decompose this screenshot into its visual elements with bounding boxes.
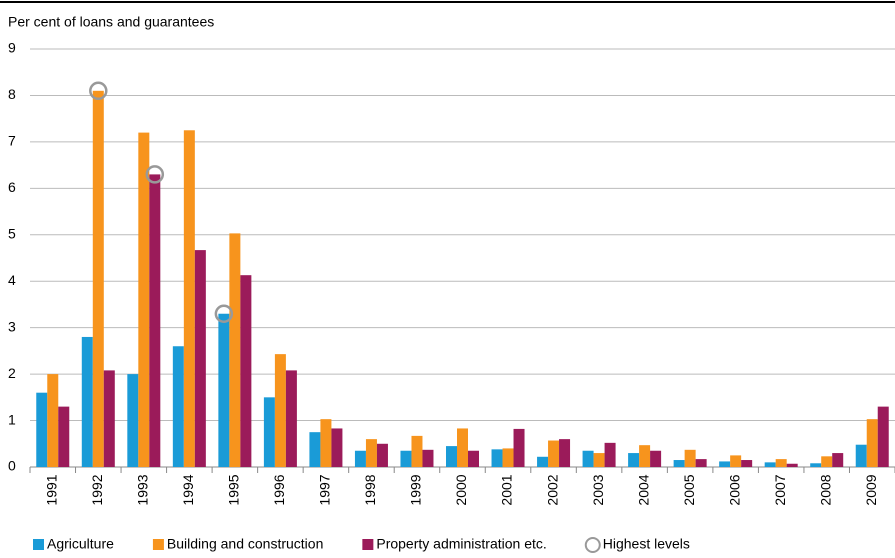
- x-tick-label: 2009: [863, 474, 879, 505]
- bar: [695, 459, 707, 467]
- x-tick-label: 2006: [726, 474, 742, 505]
- bar: [764, 462, 776, 467]
- x-tick-label: 2003: [590, 474, 606, 505]
- x-tick-label: 1999: [408, 474, 424, 505]
- y-tick-label: 8: [8, 86, 16, 102]
- y-tick-label: 9: [8, 40, 16, 56]
- bar: [810, 463, 822, 467]
- highlight-marker: [89, 81, 108, 101]
- chart-title: Per cent of loans and guarantees: [8, 14, 214, 30]
- legend-label: Highest levels: [603, 536, 690, 552]
- bar: [103, 370, 115, 467]
- bar: [741, 460, 753, 467]
- bar: [650, 450, 662, 467]
- bar: [684, 449, 696, 467]
- bar: [58, 406, 70, 467]
- bar: [263, 397, 275, 467]
- x-tick-label: 1995: [226, 474, 242, 505]
- x-tick-label: 1991: [43, 474, 59, 505]
- bar: [628, 453, 640, 467]
- bar: [775, 459, 787, 467]
- bar: [411, 435, 423, 467]
- bar: [786, 463, 798, 467]
- bar: [559, 439, 571, 467]
- bar: [229, 233, 241, 467]
- x-tick-label: 1996: [271, 474, 287, 505]
- bar: [673, 460, 685, 467]
- bar: [320, 419, 332, 467]
- x-tick-label: 2000: [453, 474, 469, 505]
- bar: [855, 444, 867, 467]
- bar: [92, 90, 104, 468]
- legend-label: Building and construction: [167, 536, 323, 552]
- bar: [604, 442, 616, 467]
- bar: [832, 453, 844, 467]
- bar: [218, 313, 230, 467]
- highlight-marker: [214, 304, 234, 323]
- bar: [81, 336, 93, 467]
- y-tick-label: 5: [8, 225, 16, 241]
- y-tick-label: 4: [8, 272, 16, 288]
- bar: [149, 174, 161, 467]
- bar: [36, 392, 48, 467]
- bar: [183, 130, 195, 467]
- bar: [446, 446, 457, 467]
- x-tick-label: 2007: [772, 474, 788, 505]
- x-tick-label: 1997: [317, 474, 333, 505]
- x-tick-label: 1993: [135, 474, 151, 505]
- y-tick-label: 6: [8, 179, 16, 195]
- x-tick-label: 2002: [544, 474, 560, 505]
- bar: [719, 461, 731, 467]
- bar: [502, 448, 514, 467]
- bar: [866, 419, 878, 467]
- bar: [354, 450, 366, 467]
- x-tick-label: 2004: [635, 474, 651, 505]
- legend-swatch: [584, 537, 601, 553]
- x-tick-label: 1992: [89, 474, 105, 505]
- bar: [47, 374, 59, 467]
- bar: [468, 450, 479, 467]
- y-tick-label: 3: [8, 318, 16, 334]
- bar: [376, 443, 388, 467]
- legend-label: Property administration etc.: [376, 536, 546, 552]
- legend-swatch: [362, 539, 374, 550]
- bar: [457, 428, 468, 467]
- bar: [537, 456, 549, 467]
- bar: [513, 428, 525, 467]
- bar: [194, 250, 206, 467]
- bar: [422, 449, 434, 467]
- highlight-marker: [145, 165, 165, 184]
- x-tick-label: 1998: [362, 474, 378, 505]
- bar: [582, 450, 594, 467]
- bar: [877, 406, 889, 467]
- bar: [593, 453, 605, 467]
- bar: [400, 450, 412, 467]
- bar: [331, 428, 343, 467]
- x-tick-label: 1994: [180, 474, 196, 505]
- bar: [240, 275, 252, 467]
- bar: [821, 456, 833, 467]
- y-tick-label: 0: [8, 458, 16, 474]
- bar: [285, 370, 297, 467]
- bar: [491, 449, 503, 467]
- x-tick-label: 2008: [817, 474, 833, 505]
- y-tick-label: 2: [8, 365, 16, 381]
- bar: [548, 440, 560, 467]
- bar: [639, 445, 651, 467]
- bar: [138, 132, 150, 467]
- legend-label: Agriculture: [47, 536, 114, 552]
- bar: [309, 432, 321, 467]
- y-tick-label: 1: [8, 411, 16, 427]
- y-tick-label: 7: [8, 133, 16, 149]
- bar: [730, 455, 742, 467]
- bar: [172, 346, 184, 467]
- x-tick-label: 2001: [499, 474, 515, 505]
- x-tick-label: 2005: [681, 474, 697, 505]
- bar: [274, 354, 286, 467]
- legend-swatch: [33, 539, 44, 550]
- bar: [127, 374, 139, 467]
- bar: [365, 439, 377, 467]
- legend-swatch: [152, 539, 164, 550]
